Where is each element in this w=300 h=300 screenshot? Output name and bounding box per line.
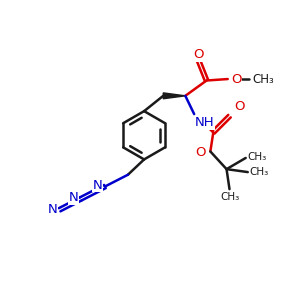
Text: O: O [234,100,244,113]
Text: O: O [193,48,203,61]
Text: NH: NH [195,116,214,129]
Text: N: N [69,191,78,204]
Text: O: O [195,146,206,159]
Text: CH₃: CH₃ [248,152,267,162]
Text: CH₃: CH₃ [253,73,274,85]
Text: CH₃: CH₃ [250,167,269,177]
Text: O: O [231,73,242,85]
Text: N: N [47,203,57,216]
Polygon shape [163,93,185,99]
Text: N: N [93,179,103,192]
Text: CH₃: CH₃ [220,191,240,202]
